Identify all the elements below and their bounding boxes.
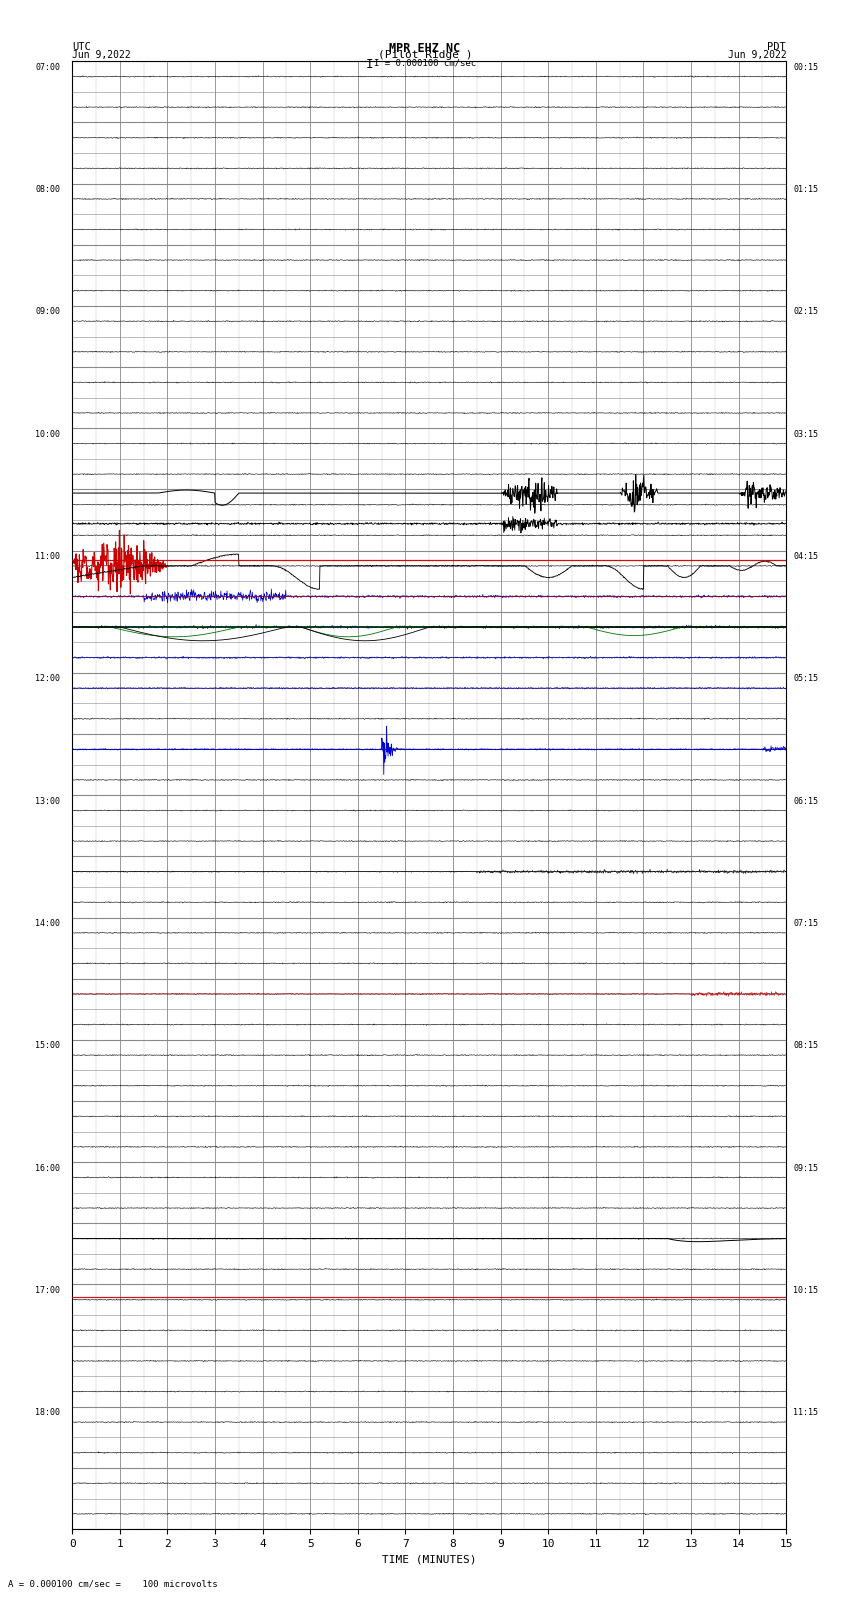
Text: 15:00: 15:00	[36, 1042, 60, 1050]
Text: UTC: UTC	[72, 42, 91, 52]
Text: 09:00: 09:00	[36, 308, 60, 316]
Text: 11:00: 11:00	[36, 552, 60, 561]
Text: 05:15: 05:15	[793, 674, 819, 684]
Text: Jun 9,2022: Jun 9,2022	[72, 50, 131, 60]
Text: Jun 9,2022: Jun 9,2022	[728, 50, 786, 60]
Text: 04:15: 04:15	[793, 552, 819, 561]
Text: I: I	[366, 58, 373, 71]
Text: MPR EHZ NC: MPR EHZ NC	[389, 42, 461, 55]
Text: 10:15: 10:15	[793, 1286, 819, 1295]
Text: 10:00: 10:00	[36, 429, 60, 439]
X-axis label: TIME (MINUTES): TIME (MINUTES)	[382, 1555, 477, 1565]
Text: 08:00: 08:00	[36, 185, 60, 194]
Text: 09:15: 09:15	[793, 1163, 819, 1173]
Text: 07:00: 07:00	[36, 63, 60, 73]
Text: I = 0.000100 cm/sec: I = 0.000100 cm/sec	[374, 58, 476, 68]
Text: 14:00: 14:00	[36, 919, 60, 927]
Text: 01:15: 01:15	[793, 185, 819, 194]
Text: 07:15: 07:15	[793, 919, 819, 927]
Text: 16:00: 16:00	[36, 1163, 60, 1173]
Text: 00:15: 00:15	[793, 63, 819, 73]
Text: 03:15: 03:15	[793, 429, 819, 439]
Text: 17:00: 17:00	[36, 1286, 60, 1295]
Text: 18:00: 18:00	[36, 1408, 60, 1418]
Text: PDT: PDT	[768, 42, 786, 52]
Text: A = 0.000100 cm/sec =    100 microvolts: A = 0.000100 cm/sec = 100 microvolts	[8, 1579, 218, 1589]
Text: 11:15: 11:15	[793, 1408, 819, 1418]
Text: 13:00: 13:00	[36, 797, 60, 806]
Text: 02:15: 02:15	[793, 308, 819, 316]
Text: 06:15: 06:15	[793, 797, 819, 806]
Text: (Pilot Ridge ): (Pilot Ridge )	[377, 50, 473, 60]
Text: 08:15: 08:15	[793, 1042, 819, 1050]
Text: 12:00: 12:00	[36, 674, 60, 684]
